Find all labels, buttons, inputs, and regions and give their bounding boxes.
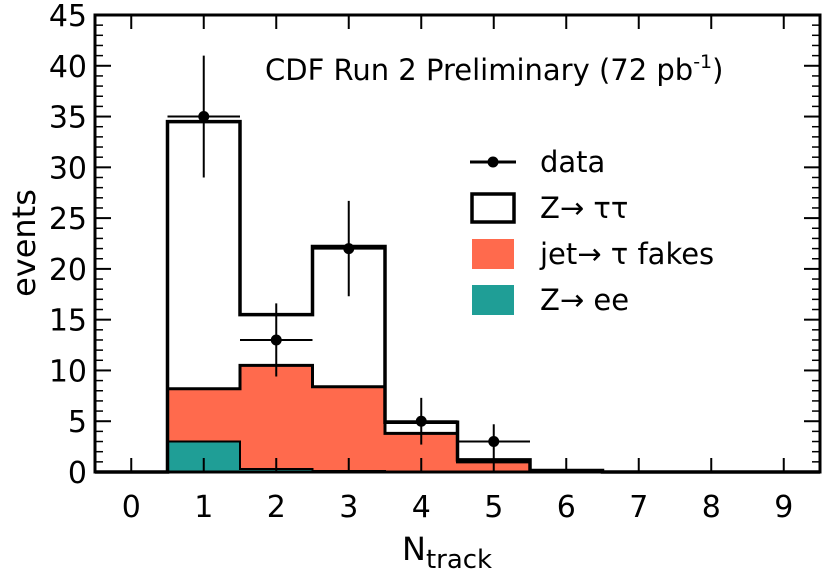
data-marker-1 [198,111,210,123]
chart-title: CDF Run 2 Preliminary (72 pb-1) [265,51,723,87]
legend-data-marker [487,156,499,168]
x-tick-label-8: 8 [702,490,721,525]
y-tick-label-20: 20 [49,253,87,288]
x-tick-label-5: 5 [484,490,503,525]
data-point-4 [385,397,458,445]
data-points [167,55,530,459]
legend-label-0: data [540,145,605,179]
legend-label-2: jet→ τ fakes [539,237,714,271]
x-tick-label-3: 3 [339,490,358,525]
y-tick-label-5: 5 [68,405,87,440]
data-point-2 [240,303,313,377]
data-point-5 [457,424,530,459]
y-axis-label: events [5,189,43,297]
x-tick-label-9: 9 [774,490,793,525]
y-tick-label-15: 15 [49,304,87,339]
legend-item-0: data [470,145,605,179]
legend-item-2: jet→ τ fakes [472,237,714,271]
data-marker-5 [488,436,500,448]
data-point-3 [312,200,385,297]
x-tick-label-4: 4 [412,490,431,525]
x-tick-label-1: 1 [194,490,213,525]
bar-jet-fakes-bin-2 [240,365,313,469]
x-tick-label-0: 0 [122,490,141,525]
legend-label-1: Z→ ττ [540,191,628,225]
y-tick-label-35: 35 [49,101,87,136]
y-tick-label-0: 0 [68,456,87,491]
x-tick-label-7: 7 [629,490,648,525]
data-marker-4 [415,415,427,427]
y-tick-label-45: 45 [49,0,87,34]
bar-jet-fakes-bin-1 [167,388,240,442]
y-tick-label-40: 40 [49,50,87,85]
y-tick-label-10: 10 [49,354,87,389]
legend: data Z→ ττ jet→ τ fakes Z→ ee [470,145,714,317]
x-tick-label-2: 2 [267,490,286,525]
data-marker-3 [343,243,355,255]
legend-swatch-3 [472,285,514,315]
y-tick-label-30: 30 [49,151,87,186]
legend-item-1: Z→ ττ [470,191,628,225]
data-marker-2 [270,334,282,346]
x-tick-label-6: 6 [557,490,576,525]
bar-jet-fakes-bin-3 [312,386,385,471]
legend-ztautau-swatch [470,192,516,224]
legend-swatch-2 [472,239,514,269]
y-tick-label-25: 25 [49,202,87,237]
legend-label-3: Z→ ee [540,283,629,317]
x-axis-label: Ntrack [402,530,492,575]
plot-frame [93,13,822,474]
data-point-1 [167,55,240,178]
legend-item-3: Z→ ee [472,283,629,317]
